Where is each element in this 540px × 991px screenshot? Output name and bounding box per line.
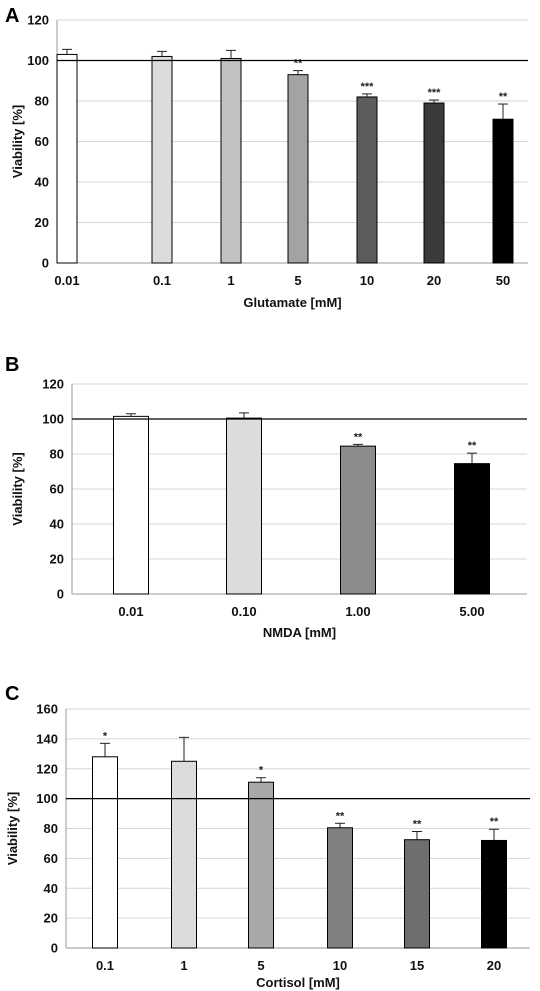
panel-a-y-tick-label: 40 — [35, 175, 49, 190]
panel-c-significance-label: ** — [490, 816, 499, 828]
panel-b-y-axis-title: Viability [%] — [10, 452, 25, 525]
panel-b-label: B — [5, 354, 19, 376]
panel-c-y-tick-label: 20 — [44, 911, 58, 926]
panel-c-x-tick-label: 10 — [333, 958, 347, 973]
panel-a-bar — [56, 53, 78, 264]
panel-c-y-tick-label: 60 — [44, 851, 58, 866]
panel-a-x-tick-label: 0.1 — [153, 273, 171, 288]
panel-b-y-tick-label: 20 — [50, 552, 64, 567]
panel-b-y-tick-label: 60 — [50, 482, 64, 497]
panel-a-x-axis-title: Glutamate [mM] — [243, 295, 341, 310]
panel-a-bar — [151, 55, 173, 264]
panel-c-x-axis-title: Cortisol [mM] — [256, 975, 340, 990]
panel-a-significance-label: *** — [361, 81, 375, 93]
panel-c-x-tick-label: 15 — [410, 958, 424, 973]
panel-c-significance-label: * — [103, 730, 108, 742]
panel-c-y-tick-label: 140 — [36, 731, 58, 746]
panel-c-y-tick-label: 0 — [51, 941, 58, 956]
panel-c-bar — [171, 760, 197, 949]
panel-c-significance-label: ** — [413, 818, 422, 830]
panel-a-y-tick-label: 20 — [35, 215, 49, 230]
panel-a-bar — [492, 118, 514, 264]
panel-c-y-tick-label: 160 — [36, 702, 58, 717]
panel-a-significance-label: ** — [499, 91, 508, 103]
panel-c-x-tick-label: 5 — [257, 958, 264, 973]
panel-c-significance-label: * — [259, 765, 264, 777]
panel-a-y-axis-title: Viability [%] — [10, 105, 25, 178]
panel-a-y-tick-label: 100 — [27, 53, 49, 68]
panel-a-y-tick-label: 120 — [27, 13, 49, 28]
panel-c-y-tick-label: 100 — [36, 791, 58, 806]
panel-a-bar — [287, 74, 309, 264]
panel-c-bar — [92, 756, 118, 949]
panel-c-chart: C 0 20 40 60 80 100 120 140 160 * 0.1 1 * 5 ** 10 ** 15 ** 2… — [5, 683, 530, 990]
panel-b-bar — [340, 445, 376, 595]
panel-b-chart: B 0 20 40 60 80 100 120 0.01 0.10 ** 1.00 ** 5.00 NMDA… — [5, 354, 527, 640]
panel-c-bar — [327, 827, 353, 949]
panel-a-significance-label: ** — [294, 58, 303, 70]
panel-a-x-tick-label: 20 — [427, 273, 441, 288]
panel-b-x-tick-label: 0.01 — [118, 604, 143, 619]
panel-c-x-tick-label: 20 — [487, 958, 501, 973]
panel-a-bar — [423, 102, 445, 264]
panel-c-y-tick-label: 80 — [44, 821, 58, 836]
panel-a-label: A — [5, 5, 19, 27]
panel-a-y-tick-label: 80 — [35, 94, 49, 109]
panel-b-x-axis-title: NMDA [mM] — [263, 625, 336, 640]
panel-c-significance-label: ** — [336, 810, 345, 822]
panel-b-y-tick-label: 80 — [50, 447, 64, 462]
panel-a-x-tick-label: 1 — [227, 273, 234, 288]
panel-b-y-tick-label: 100 — [42, 412, 64, 427]
panel-a-bar — [356, 96, 378, 264]
panel-b-x-tick-label: 1.00 — [345, 604, 370, 619]
panel-c-x-tick-label: 0.1 — [96, 958, 114, 973]
panel-c-bar — [481, 839, 507, 949]
panel-b-bar — [113, 415, 149, 595]
panel-a-y-tick-label: 60 — [35, 134, 49, 149]
panel-b-x-tick-label: 5.00 — [459, 604, 484, 619]
panel-b-y-tick-label: 120 — [42, 377, 64, 392]
panel-a-bar — [220, 57, 242, 264]
panel-b-bar — [226, 417, 262, 595]
panel-a-x-tick-label: 10 — [360, 273, 374, 288]
panel-c-label: C — [5, 683, 19, 705]
panel-a-chart: A 0 20 40 60 80 100 120 0.01 0.1 1 ** 5 *** 10 *** 20 ** 5… — [5, 5, 528, 310]
panel-b-significance-label: ** — [468, 440, 477, 452]
panel-b-y-tick-label: 40 — [50, 517, 64, 532]
panel-b-y-tick-label: 0 — [57, 587, 64, 602]
panel-c-bar — [248, 781, 274, 949]
panel-b-significance-label: ** — [354, 431, 363, 443]
panel-c-y-axis-title: Viability [%] — [5, 792, 20, 865]
panel-a-x-tick-label: 5 — [294, 273, 301, 288]
panel-b-x-tick-label: 0.10 — [231, 604, 256, 619]
panel-a-x-tick-label: 50 — [496, 273, 510, 288]
panel-c-y-tick-label: 40 — [44, 881, 58, 896]
panel-a-y-tick-label: 0 — [42, 256, 49, 271]
panel-c-y-tick-label: 120 — [36, 761, 58, 776]
panel-c-bar — [404, 839, 430, 949]
panel-a-significance-label: *** — [428, 87, 442, 99]
panel-a-x-tick-label: 0.01 — [54, 273, 79, 288]
panel-c-x-tick-label: 1 — [180, 958, 187, 973]
panel-b-bar — [454, 463, 490, 595]
